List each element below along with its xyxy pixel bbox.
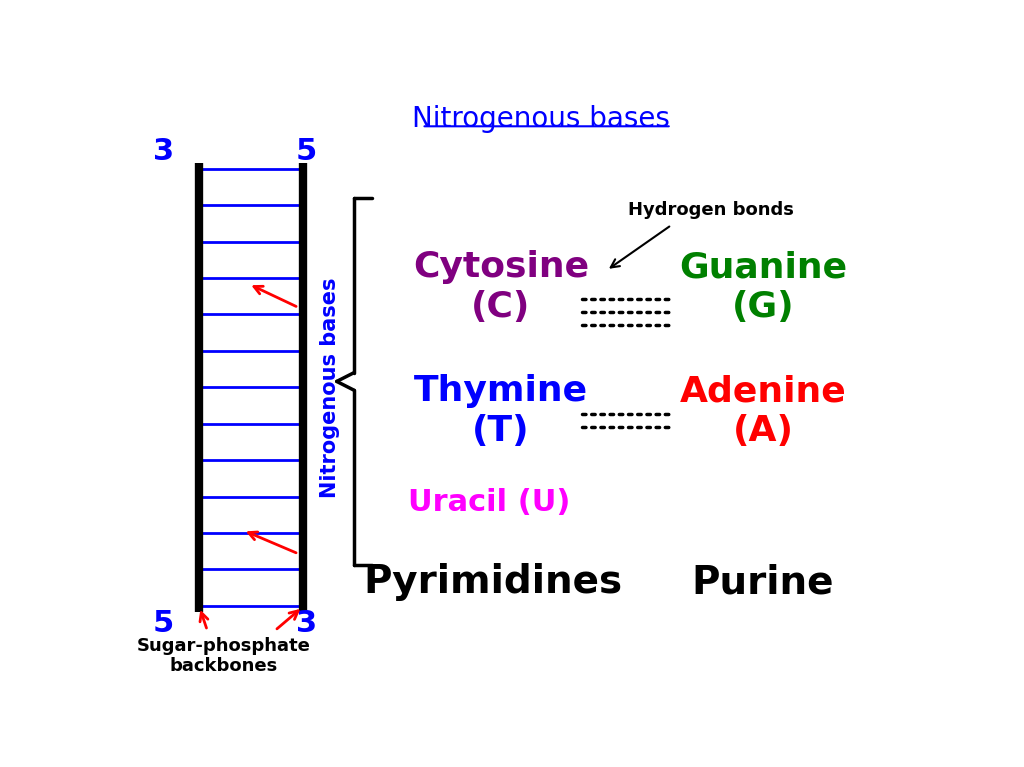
- Text: Nitrogenous bases: Nitrogenous bases: [321, 277, 340, 498]
- Text: Sugar-phosphate
backbones: Sugar-phosphate backbones: [136, 637, 310, 676]
- Text: Uracil (U): Uracil (U): [408, 488, 570, 517]
- Text: Guanine
(G): Guanine (G): [679, 250, 847, 324]
- Text: Hydrogen bonds: Hydrogen bonds: [629, 201, 795, 219]
- Text: Purine: Purine: [691, 563, 835, 601]
- Text: 3: 3: [296, 609, 317, 638]
- Text: Cytosine
(C): Cytosine (C): [413, 250, 589, 324]
- Text: 5: 5: [153, 609, 174, 638]
- Text: 3: 3: [154, 137, 174, 166]
- Text: Thymine
(T): Thymine (T): [414, 374, 588, 448]
- Text: Pyrimidines: Pyrimidines: [364, 563, 623, 601]
- Text: Nitrogenous bases: Nitrogenous bases: [412, 104, 670, 133]
- Text: Adenine
(A): Adenine (A): [680, 374, 846, 448]
- Text: 5: 5: [296, 137, 317, 166]
